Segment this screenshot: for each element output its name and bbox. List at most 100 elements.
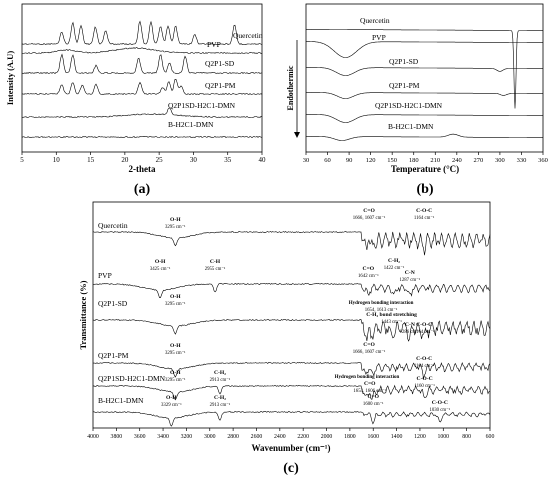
- panel-c-tick-label: 2000: [321, 434, 333, 440]
- panel-c: Quercetin PVP Q2P1-SD Q2P1-PM Q2P1SD-H2C1-DM…: [78, 201, 494, 476]
- panel-c-annotation: C=O: [367, 394, 379, 400]
- panel-a-tick-label: 15: [87, 156, 95, 164]
- panel-c-tick-label: 3600: [134, 434, 146, 440]
- panel-c-tick-label: 600: [486, 434, 495, 440]
- panel-b-traces: Quercetin PVP Q2P1-SD Q2P1-PM Q2P1SD-H2C1-DM…: [306, 16, 543, 141]
- panel-c-annotation: C=O: [364, 381, 376, 387]
- panel-b-tick-label: 360: [538, 157, 548, 164]
- panel-b-tick-label: 180: [409, 157, 419, 164]
- panel-b-tick-label: 90: [346, 157, 353, 164]
- panel-c-trace-label: B-H2C1-DMN: [98, 396, 144, 405]
- panel-c-annotation: O-H: [166, 395, 177, 401]
- panel-b-tick-label: 240: [452, 157, 462, 164]
- panel-c-trace-label: Q2P1-PM: [98, 351, 129, 360]
- panel-c-tick-label: 1800: [344, 434, 356, 440]
- panel-c-annotation: 2913 cm⁻¹: [210, 402, 231, 408]
- panel-c-annotation: 1164 cm⁻¹: [414, 363, 435, 369]
- panel-c-annotation: C=O: [363, 342, 375, 348]
- panel-a-x-ticks: 5 10 15 20 25 30 35 40: [20, 152, 266, 164]
- panel-a-xlabel: 2-theta: [129, 164, 156, 174]
- panel-c-tick-label: 1400: [391, 434, 403, 440]
- panel-c-annotation: C-O-C: [432, 400, 448, 406]
- panel-c-tick-label: 2600: [251, 434, 263, 440]
- panel-c-annotation: 1443 cm⁻¹: [381, 319, 402, 325]
- panel-a-ylabel: Intensity (A.U): [5, 51, 15, 105]
- panel-c-tick-label: 1200: [414, 434, 426, 440]
- panel-b-tick-label: 30: [303, 157, 310, 164]
- panel-a-tick-label: 30: [190, 156, 198, 164]
- panel-c-trace-label: Q2P1-SD: [98, 299, 128, 308]
- panel-b-xlabel: Temperature (°C): [391, 164, 459, 174]
- panel-a-tick-label: 25: [156, 156, 164, 164]
- panel-c-trace: [93, 411, 491, 427]
- panel-c-annotation: O-H: [170, 217, 181, 223]
- panel-c-tick-label: 4000: [87, 434, 99, 440]
- panel-b-tick-label: 300: [495, 157, 505, 164]
- panel-c-traces: Quercetin PVP Q2P1-SD Q2P1-PM Q2P1SD-H2C1-DM…: [92, 221, 491, 427]
- panel-b-trace-label: Q2P1-SD: [389, 57, 419, 66]
- panel-c-annotation: O-H: [170, 343, 181, 349]
- panel-b-frame: [305, 3, 544, 153]
- panel-c-trace: [92, 319, 491, 342]
- panel-b-trace: [306, 92, 543, 99]
- panel-b-trace: [306, 114, 543, 123]
- panel-b-tick-label: 60: [324, 157, 331, 164]
- endothermic-arrow-head: [294, 132, 300, 138]
- endothermic-label: Endothermic: [286, 65, 295, 110]
- panel-b-tick-label: 270: [473, 157, 483, 164]
- panel-b-trace-label: Q2P1SD-H2C1-DMN: [375, 101, 443, 110]
- panel-c-tick-label: 1600: [367, 434, 379, 440]
- panel-c-annotation: 1286 cm⁻¹: [400, 329, 421, 335]
- panel-c-annotation: 1164 cm⁻¹: [414, 329, 435, 335]
- panel-a-trace: [21, 20, 263, 45]
- panel-c-annotation: 2955 cm⁻¹: [205, 266, 226, 272]
- panel-b-trace: [306, 67, 543, 76]
- panel-c-annotation: 1642 cm⁻¹: [358, 273, 379, 279]
- panel-a-trace-label: B-H2C1-DMN: [168, 120, 214, 129]
- panel-c-trace: [92, 231, 491, 256]
- panel-a-trace: [21, 53, 263, 75]
- panel-c-trace: [92, 361, 491, 380]
- panel-a-trace-label: Q2P1-PM: [205, 81, 236, 90]
- panel-c-annotation: 1287 cm⁻¹: [399, 277, 420, 283]
- panel-c-annotation: C-H₂ bond stretching: [366, 312, 417, 318]
- panel-c-tick-label: 1000: [437, 434, 449, 440]
- panel-b-trace-label: Q2P1-PM: [389, 81, 420, 90]
- panel-a-trace: [21, 107, 263, 118]
- panel-c-annotation: C-H₂: [388, 258, 400, 264]
- panel-c-annotation: 3329 cm⁻¹: [161, 402, 182, 408]
- panel-c-x-ticks: 4000 3800 3600 3400 3200 3000 2800 2600 2400 2200…: [87, 428, 494, 440]
- panel-a-trace: [21, 79, 263, 96]
- panel-a-trace-label: Quercetin: [233, 31, 263, 40]
- panel-c-frame: [92, 201, 491, 429]
- panel-c-annotation: 1654, 1613 cm⁻¹: [365, 307, 398, 313]
- panel-c-tick-label: 3800: [111, 434, 123, 440]
- panel-c-annotation: 1422 cm⁻¹: [384, 265, 405, 271]
- panel-c-annotation: C-H₂: [214, 370, 226, 376]
- panel-c-ylabel: Transmittance (%): [78, 280, 88, 349]
- panel-a-frame: [21, 3, 263, 153]
- panel-c-annotation: 1164 cm⁻¹: [414, 215, 435, 221]
- panel-c-annotation: C=O: [363, 208, 375, 214]
- panel-c-annotation: 1030 cm⁻¹: [429, 407, 450, 413]
- panel-c-annotation: O-H: [170, 370, 181, 376]
- panel-b-trace-label: Quercetin: [360, 16, 390, 25]
- panel-c-annotation: Hydrogen bonding interaction: [349, 301, 414, 306]
- panel-b-trace: [306, 41, 543, 58]
- panel-c-trace: [92, 283, 491, 298]
- panel-c-annotation: 3295 cm⁻¹: [165, 224, 186, 230]
- panel-a-trace: [21, 135, 263, 138]
- panel-b-tick-label: 150: [387, 157, 397, 164]
- panel-c-annotation: Hydrogen bonding interaction: [335, 375, 400, 380]
- panel-c-tick-label: 3400: [157, 434, 169, 440]
- panel-b-trace: [306, 29, 543, 109]
- panel-c-tick-label: 800: [462, 434, 471, 440]
- panel-c-annotation: C-O-C: [416, 356, 432, 362]
- panel-c-annotation: O-H: [170, 294, 181, 300]
- panel-c-xlabel: Wavenumber (cm⁻¹): [251, 443, 330, 453]
- panel-b-trace-label: B-H2C1-DMN: [388, 122, 434, 131]
- panel-c-annotation: 1666, 1607 cm⁻¹: [353, 349, 386, 355]
- panel-c-tick-label: 2800: [227, 434, 239, 440]
- panel-b-x-ticks: 30 60 90 120 150 180 210 240 270 300 330 360: [303, 152, 548, 164]
